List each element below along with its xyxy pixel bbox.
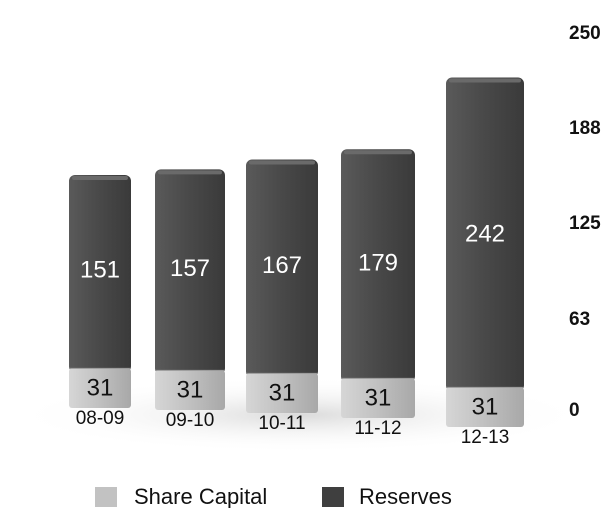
data-label-reserves: 167 — [262, 252, 302, 279]
data-label-share-capital: 31 — [269, 379, 296, 406]
y-tick-label: 250 — [569, 23, 601, 44]
bar-reserves-top — [449, 78, 521, 83]
bar-reserves-top — [249, 160, 315, 165]
x-tick-label: 08-09 — [76, 408, 125, 429]
data-label-share-capital: 31 — [87, 374, 114, 401]
bar-stack-11-12: 179 31 — [341, 149, 415, 418]
legend-label-share-capital: Share Capital — [134, 484, 267, 508]
bar-reserves — [446, 77, 524, 392]
legend: Share Capital Reserves — [95, 484, 452, 508]
bar-reserves-top — [158, 170, 222, 175]
bar-share-capital — [69, 368, 131, 408]
bar-reserves — [246, 159, 318, 378]
x-tick-label: 12-13 — [461, 427, 510, 448]
bar-share-capital — [446, 387, 524, 427]
bar-stack-09-10: 157 31 — [155, 169, 225, 410]
bar-reserves-top — [72, 176, 128, 181]
data-label-reserves: 151 — [80, 256, 120, 283]
legend-label-reserves: Reserves — [359, 484, 452, 508]
legend-swatch-share-capital — [95, 487, 117, 507]
legend-swatch-reserves — [322, 487, 344, 507]
bar-stack-08-09: 151 31 — [69, 175, 131, 408]
data-label-reserves: 157 — [170, 255, 210, 282]
data-label-reserves: 179 — [358, 250, 398, 277]
x-tick-label: 11-12 — [354, 418, 401, 439]
data-label-share-capital: 31 — [472, 393, 499, 420]
bar-reserves — [155, 169, 225, 375]
y-axis: 250188125630 — [569, 23, 601, 421]
bar-reserves — [341, 149, 415, 383]
bar-share-capital — [341, 378, 415, 418]
data-label-share-capital: 31 — [177, 376, 204, 403]
bar-share-capital — [246, 373, 318, 413]
bar-reserves-top — [344, 150, 412, 155]
x-tick-label: 09-10 — [166, 410, 215, 431]
bar-share-capital — [155, 370, 225, 410]
data-label-reserves: 242 — [465, 221, 505, 248]
x-axis: 08-09 09-10 10-11 11-12 12-13 — [76, 408, 510, 448]
y-tick-label: 63 — [569, 309, 590, 330]
bar-reserves — [69, 175, 131, 373]
y-tick-label: 125 — [569, 213, 601, 234]
y-tick-label: 188 — [569, 118, 601, 139]
bar-stack-12-13: 242 31 — [446, 77, 524, 427]
data-label-share-capital: 31 — [365, 384, 392, 411]
bar-stack-10-11: 167 31 — [246, 159, 318, 413]
bars: 151 31 157 31 167 31 179 31 242 31 — [69, 77, 524, 427]
x-tick-label: 10-11 — [258, 413, 305, 434]
